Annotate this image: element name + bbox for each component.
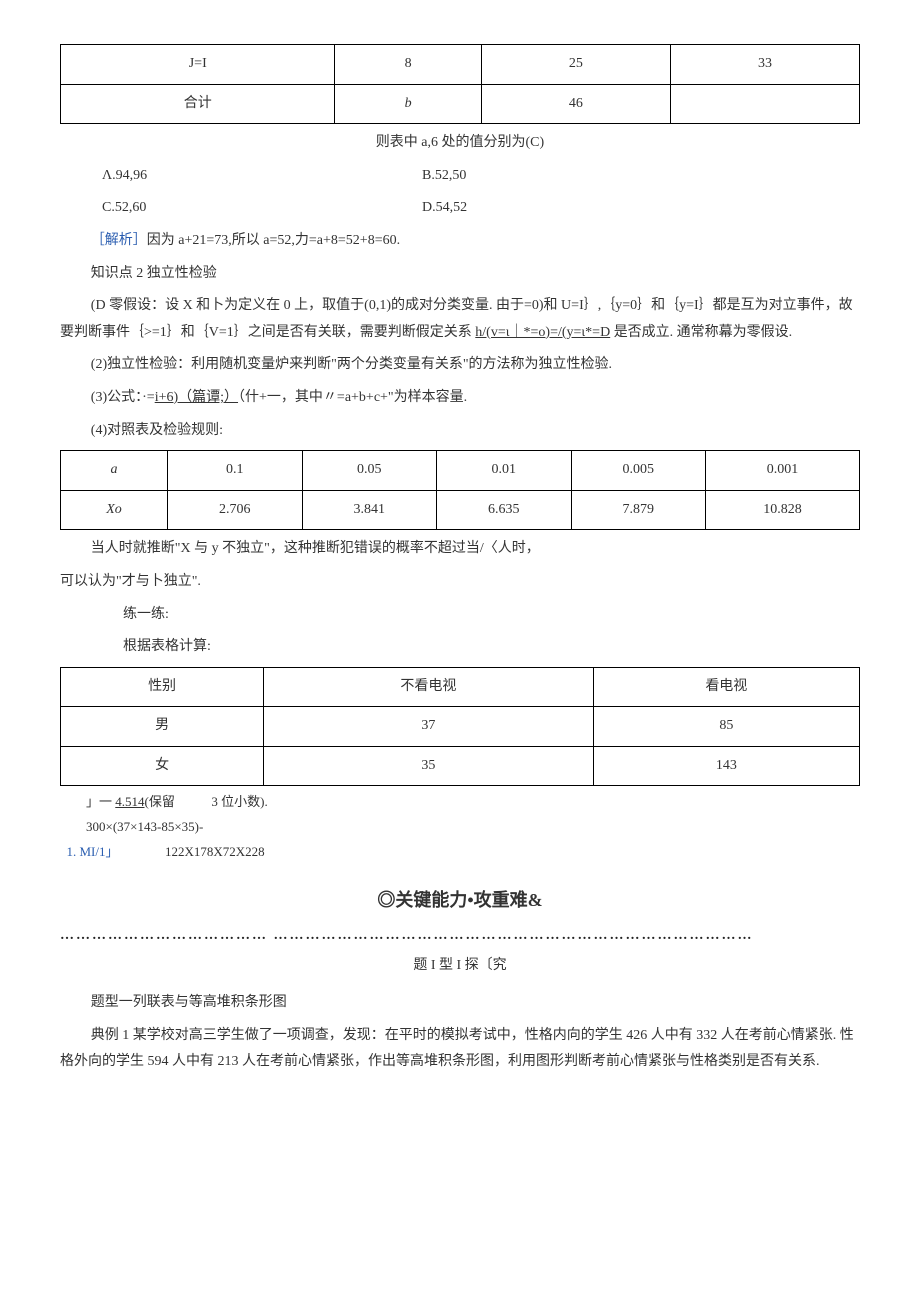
kp2-p3: (3)公式：·=i+6)（篇谭;）（什+一，其中〃=a+b+c+"为样本容量. — [60, 385, 860, 412]
table-row: 女 35 143 — [61, 746, 860, 786]
table-row: 男 37 85 — [61, 707, 860, 747]
cell: J=I — [61, 45, 335, 85]
cell: 46 — [481, 84, 670, 124]
calc-block: 」一 4.514(保留 3 位小数). 300×(37×143-85×35)- … — [60, 790, 860, 864]
kp2-p3b: （什+一，其中〃=a+b+c+"为样本容量. — [238, 390, 467, 405]
cell: Xo — [61, 490, 168, 530]
kp2-title: 知识点 2 独立性检验 — [60, 261, 860, 288]
table-chi-square: a 0.1 0.05 0.01 0.005 0.001 Xo 2.706 3.8… — [60, 450, 860, 530]
cell: 女 — [61, 746, 264, 786]
kp2-p3a: (3)公式：·= — [91, 390, 155, 405]
after-t2-line2: 可以认为"才与卜独立". — [60, 569, 860, 596]
cell: 0.01 — [437, 451, 572, 491]
cell: 6.635 — [437, 490, 572, 530]
after-t2-line1: 当人时就推断"X 与 y 不独立"，这种推断犯错误的概率不超过当/〈人时， — [60, 536, 860, 563]
cell: 2.706 — [168, 490, 303, 530]
table-row: 性别 不看电视 看电视 — [61, 667, 860, 707]
practice-title: 练一练: — [60, 602, 860, 629]
type1-title: 题型一列联表与等高堆积条形图 — [60, 990, 860, 1017]
section-title: ◎关键能力•攻重难& — [60, 883, 860, 917]
section-dots: ………………………………… ……………………………………………………………………… — [60, 923, 860, 950]
table-row: 合计 b 46 — [61, 84, 860, 124]
cell: 性别 — [61, 667, 264, 707]
calc-l1c: 3 位小数). — [211, 794, 267, 809]
question-stem: 则表中 a,6 处的值分别为(C) — [60, 130, 860, 157]
cell: 25 — [481, 45, 670, 85]
cell: a — [61, 451, 168, 491]
cell: 0.001 — [706, 451, 860, 491]
table-row: a 0.1 0.05 0.01 0.005 0.001 — [61, 451, 860, 491]
cell: 不看电视 — [264, 667, 594, 707]
table-row: J=I 8 25 33 — [61, 45, 860, 85]
option-c: C.52,60 — [102, 195, 382, 222]
analysis: ［解析］因为 a+21=73,所以 a=52,力=a+8=52+8=60. — [60, 228, 860, 255]
calc-l3c: 122X178X72X228 — [165, 844, 265, 859]
calc-l2: 300×(37×143-85×35)- — [60, 815, 860, 840]
type1-example: 典例 1 某学校对高三学生做了一项调查，发现：在平时的模拟考试中，性格内向的学生… — [60, 1023, 860, 1076]
cell: 37 — [264, 707, 594, 747]
kp2-p1: (D 零假设：设 X 和卜为定义在 0 上，取值于(0,1)的成对分类变量. 由… — [60, 293, 860, 346]
cell: 33 — [670, 45, 859, 85]
option-d: D.54,52 — [422, 195, 467, 222]
kp2-p1b: 是否成立. 通常称幕为零假设. — [610, 325, 792, 340]
practice-lead: 根据表格计算: — [60, 634, 860, 661]
calc-l3b: MI/1」 — [76, 844, 118, 859]
cell: 0.005 — [571, 451, 706, 491]
table-ab-values: J=I 8 25 33 合计 b 46 — [60, 44, 860, 124]
cell: b — [335, 84, 481, 124]
kp2-p2: (2)独立性检验：利用随机变量炉来判断"两个分类变量有关系"的方法称为独立性检验… — [60, 352, 860, 379]
cell: 143 — [593, 746, 859, 786]
calc-l1b: (保留 — [145, 794, 175, 809]
table-tv: 性别 不看电视 看电视 男 37 85 女 35 143 — [60, 667, 860, 787]
cell: 合计 — [61, 84, 335, 124]
cell: 35 — [264, 746, 594, 786]
cell: 85 — [593, 707, 859, 747]
cell: 3.841 — [302, 490, 437, 530]
cell: 0.1 — [168, 451, 303, 491]
section-sub: 题 I 型 I 探〔究 — [60, 953, 860, 980]
kp2-p4: (4)对照表及检验规则: — [60, 418, 860, 445]
kp2-p3u: i+6)（篇谭;） — [155, 390, 238, 405]
table-row: Xo 2.706 3.841 6.635 7.879 10.828 — [61, 490, 860, 530]
cell: 看电视 — [593, 667, 859, 707]
kp2-p1u: h/(v=ι｜*=o)=/(y=ι*=D — [475, 325, 610, 340]
calc-l1a: 」一 — [86, 794, 115, 809]
cell: 10.828 — [706, 490, 860, 530]
calc-l3a: 1. — [67, 844, 77, 859]
analysis-label: ［解析］ — [91, 233, 147, 248]
analysis-text: 因为 a+21=73,所以 a=52,力=a+8=52+8=60. — [147, 233, 400, 248]
cell: 男 — [61, 707, 264, 747]
option-b: B.52,50 — [422, 163, 466, 190]
option-a: Λ.94,96 — [102, 163, 382, 190]
cell — [670, 84, 859, 124]
calc-l1u: 4.514 — [115, 794, 144, 809]
cell: 8 — [335, 45, 481, 85]
cell: 0.05 — [302, 451, 437, 491]
cell: 7.879 — [571, 490, 706, 530]
